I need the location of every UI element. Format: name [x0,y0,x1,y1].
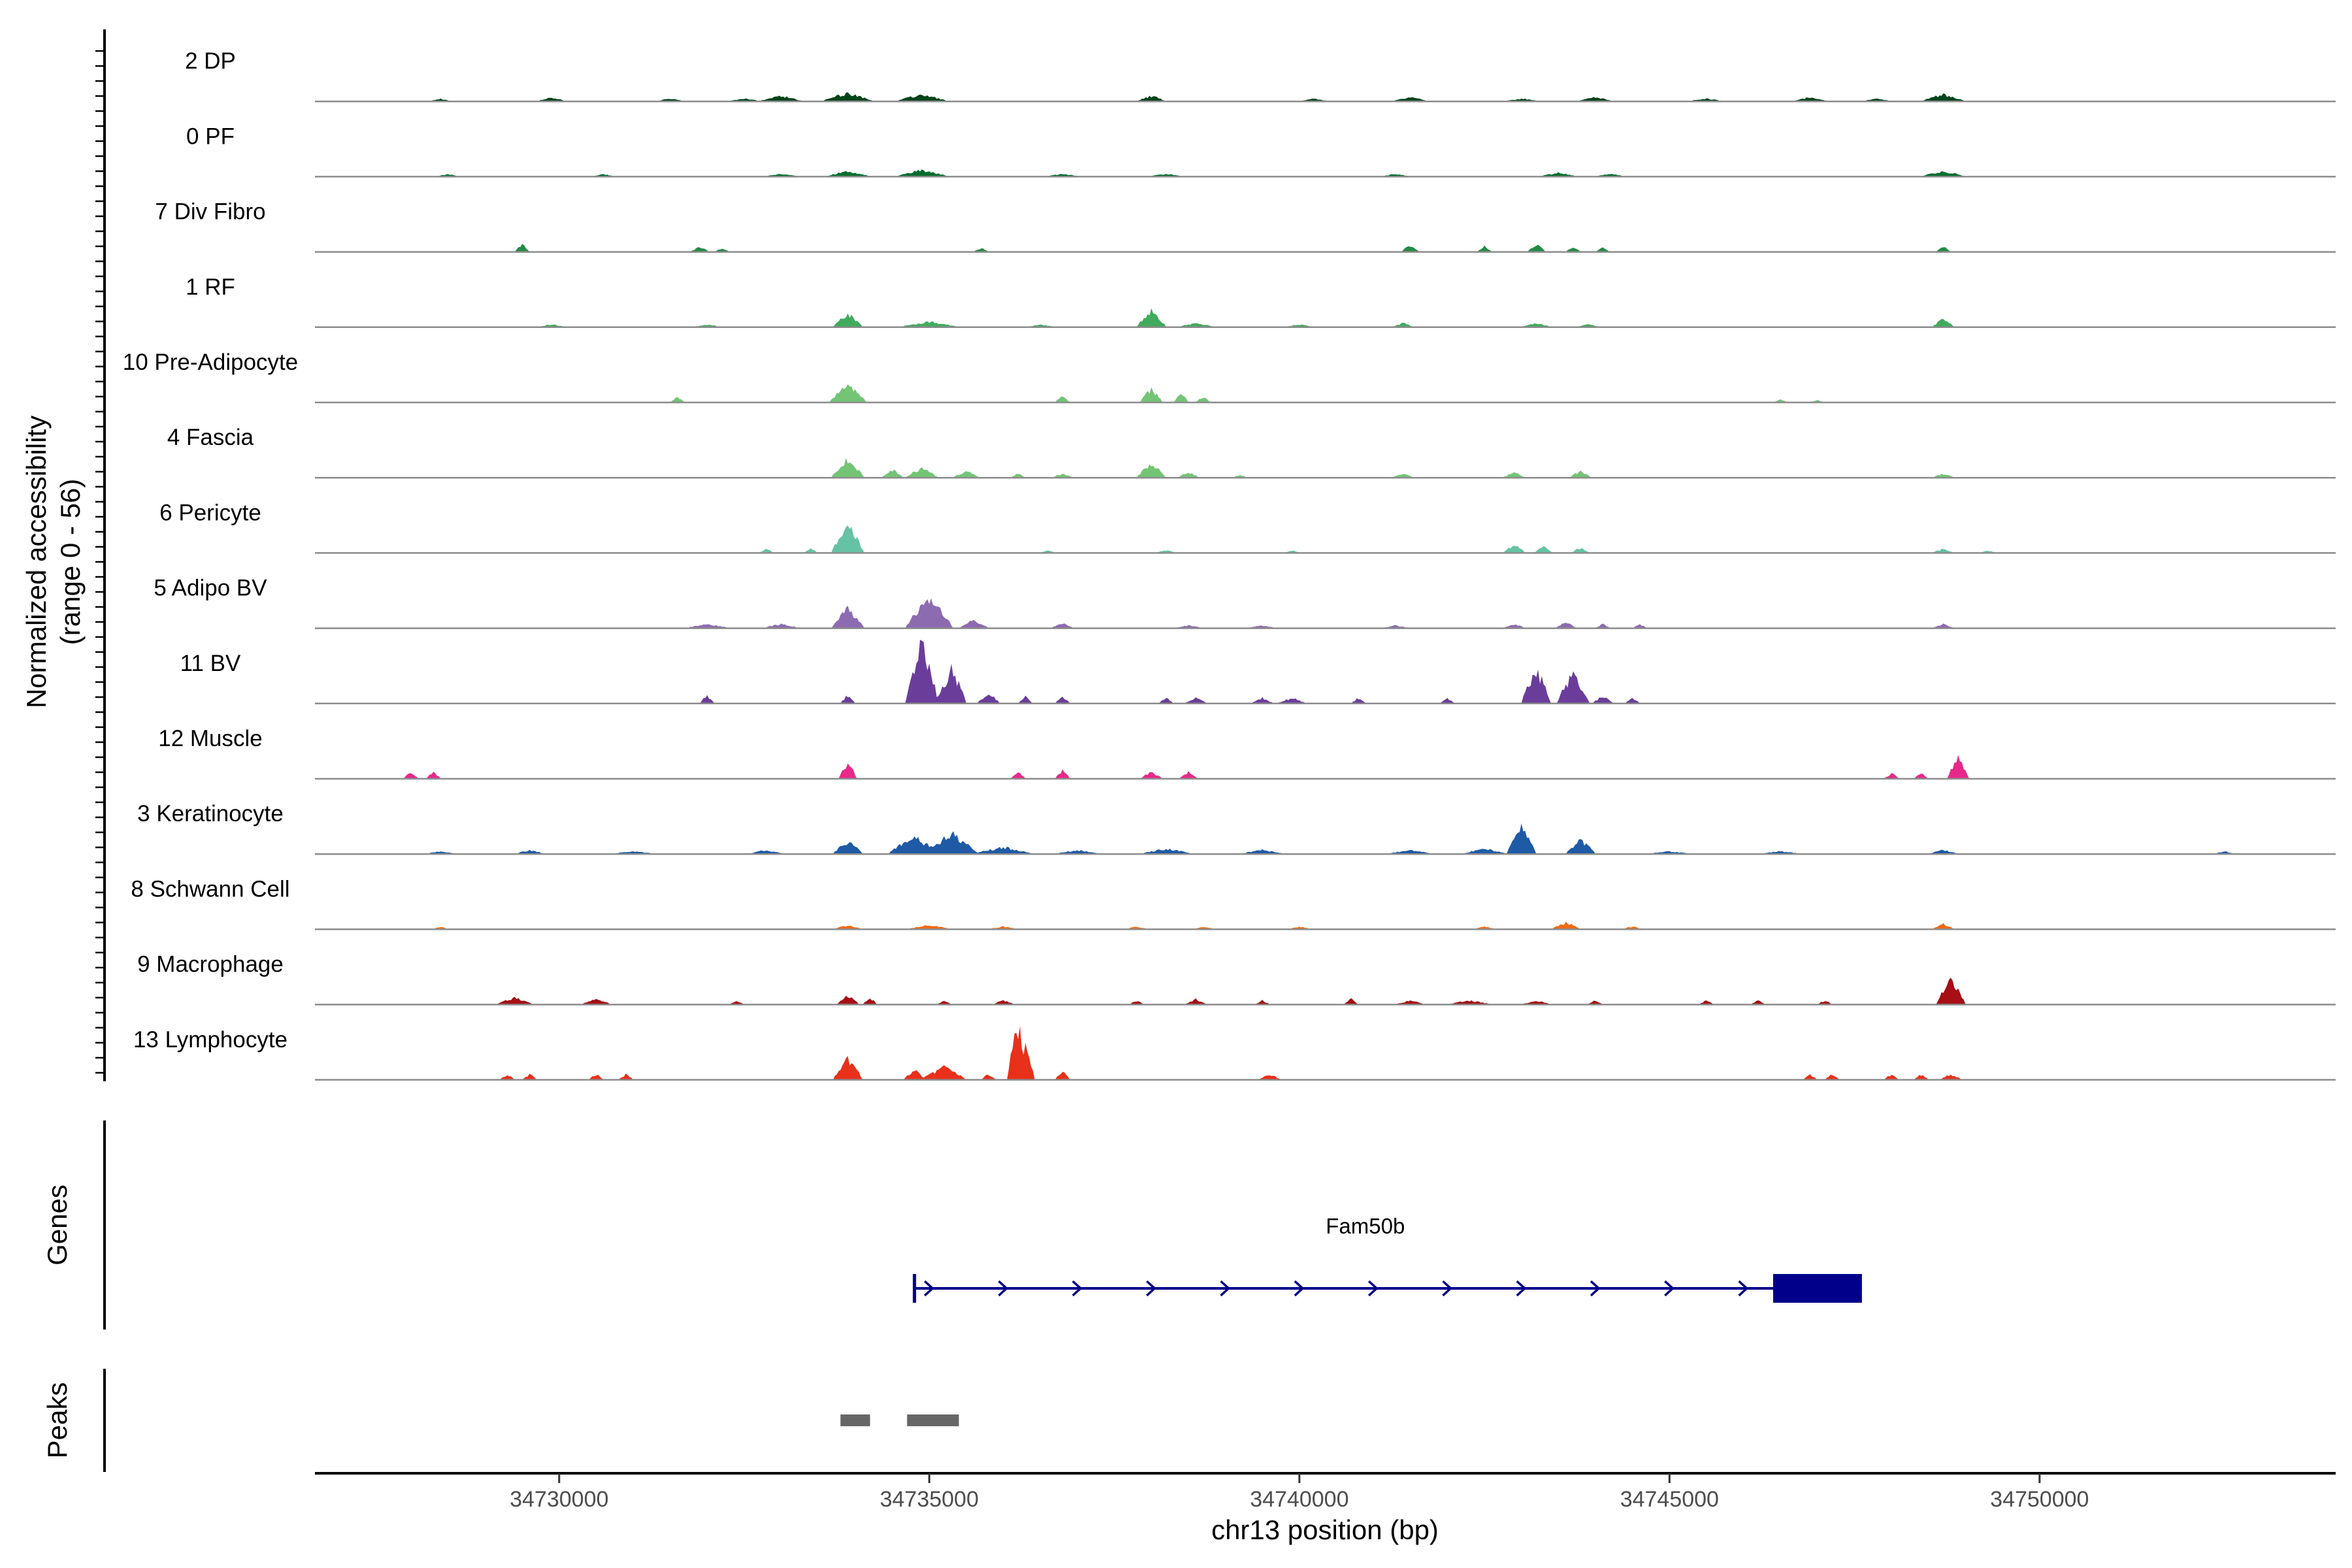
x-tick-label: 34735000 [880,1487,979,1512]
track-8-schwann-cell: 8 Schwann Cell [131,876,2336,930]
track-12-muscle: 12 Muscle [158,726,2336,780]
coverage-y-axis [95,29,106,1081]
coverage-area [315,640,2336,704]
track-label: 2 DP [185,48,236,74]
strand-arrow [924,1280,934,1297]
track-label: 5 Adipo BV [154,576,267,601]
coverage-area [315,525,2336,553]
y-axis-title-line-2: (range 0 - 56) [55,479,86,645]
x-tick-label: 34740000 [1250,1487,1348,1512]
peak-track [840,1414,959,1426]
strand-arrow [1146,1280,1156,1297]
track-label: 13 Lymphocyte [133,1027,287,1053]
coverage-area [315,244,2336,252]
coverage-tracks: 2 DP 0 PF 7 Div Fibro 1 RF 10 Pre-Adipocyte 4… [123,48,2336,1081]
coverage-area [315,308,2336,327]
coverage-area [315,169,2336,177]
track-13-lymphocyte: 13 Lymphocyte [133,1026,2336,1081]
track-label: 10 Pre-Adipocyte [123,350,298,375]
track-9-macrophage: 9 Macrophage [137,952,2336,1005]
strand-arrow [1516,1280,1527,1297]
coverage-area [315,598,2336,629]
coverage-area [315,1026,2336,1080]
strand-arrow [1442,1280,1453,1297]
strand-arrow [1294,1280,1305,1297]
coverage-area [315,755,2336,779]
gene-name-label: Fam50b [1326,1214,1405,1238]
coverage-area [315,921,2336,930]
track-label: 12 Muscle [158,726,263,751]
strand-arrow [1071,1280,1083,1297]
track-label: 7 Div Fibro [155,199,265,225]
track-label: 11 BV [180,651,241,676]
strand-arrow [1220,1280,1231,1297]
peak-region [840,1414,870,1426]
x-tick-label: 34750000 [1990,1487,2089,1512]
coverage-area [315,457,2336,478]
coverage-area [315,823,2336,855]
track-label: 6 Pericyte [159,500,261,525]
strand-arrow [1738,1280,1749,1297]
track-0-pf: 0 PF [186,123,2336,178]
track-1-rf: 1 RF [186,274,2336,329]
track-5-adipo-bv: 5 Adipo BV [154,576,2336,629]
peak-region [907,1414,959,1426]
track-label: 3 Keratinocyte [137,801,284,826]
track-11-bv: 11 BV [180,640,2336,705]
y-axis-title-line-1: Normalized accessibility [21,416,52,708]
x-tick-label: 34745000 [1620,1487,1719,1512]
strand-arrow [1590,1280,1601,1297]
track-3-keratinocyte: 3 Keratinocyte [137,801,2336,855]
track-label: 8 Schwann Cell [131,876,289,902]
strand-arrow [1367,1280,1379,1297]
track-label: 0 PF [186,123,235,149]
x-axis-title: chr13 position (bp) [1211,1514,1439,1545]
gene-track: Fam50b [913,1214,1862,1303]
track-10-pre-adipocyte: 10 Pre-Adipocyte [123,350,2336,404]
y-axis-title: Normalized accessibility (range 0 - 56) [21,416,86,708]
track-label: 4 Fascia [167,425,254,450]
coverage-area [315,92,2336,102]
track-7-div-fibro: 7 Div Fibro [155,199,2336,253]
track-6-pericyte: 6 Pericyte [159,500,2336,554]
x-axis: 34730000 34735000 34740000 34745000 34750000 [315,1472,2336,1512]
track-label: 1 RF [186,274,235,300]
genes-panel: Genes Fam50b [42,1120,1862,1330]
genes-panel-title: Genes [42,1184,73,1266]
strand-arrow [998,1280,1009,1297]
peaks-panel-title: Peaks [42,1382,73,1459]
coverage-area [315,384,2336,402]
track-label: 9 Macrophage [137,952,284,977]
coverage-area [315,977,2336,1005]
x-tick-label: 34730000 [510,1487,608,1512]
track-4-fascia: 4 Fascia [167,425,2336,479]
gene-coding-exon [1772,1274,1862,1303]
strand-arrow [1664,1280,1674,1297]
peaks-panel: Peaks [42,1369,959,1472]
track-2-dp: 2 DP [185,48,2336,103]
